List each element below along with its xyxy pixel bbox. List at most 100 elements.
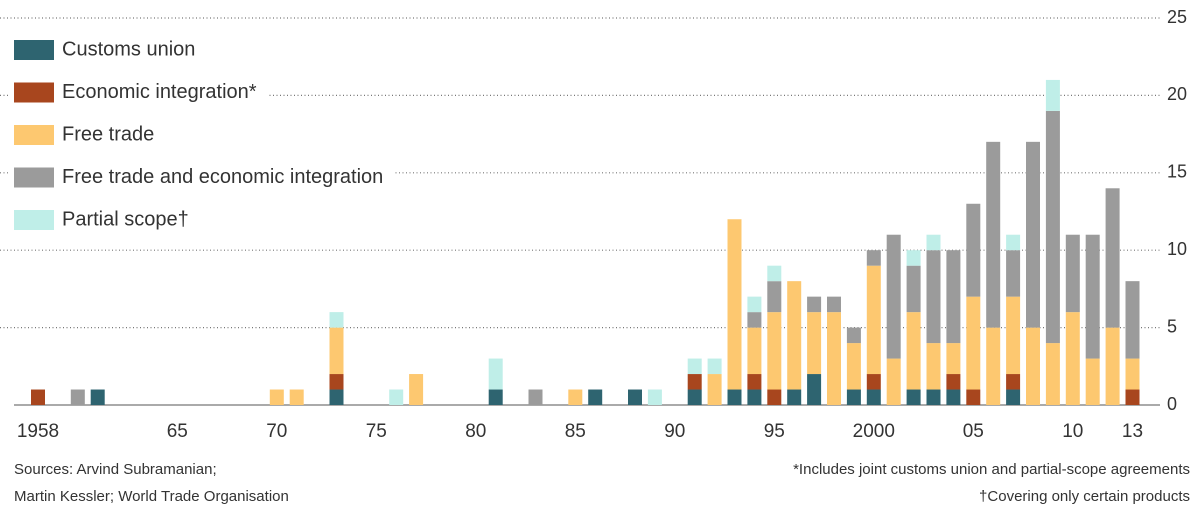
bar-segment — [866, 250, 881, 266]
bar-segment — [687, 374, 702, 390]
bar-segment — [31, 389, 45, 405]
bar-segment — [906, 265, 921, 313]
x-tick-label: 85 — [565, 421, 586, 442]
bar-segment — [827, 312, 841, 405]
bar-segment — [747, 312, 762, 328]
bar-segment — [906, 250, 921, 266]
bar-segment — [966, 389, 981, 405]
bar-segment — [1105, 188, 1120, 328]
bar-segment — [787, 389, 802, 405]
bar-segment — [866, 374, 881, 390]
legend-swatch — [14, 210, 54, 230]
bar-segment — [1085, 358, 1100, 405]
bar-segment — [926, 234, 941, 251]
legend-swatch — [14, 125, 54, 145]
bar-segment — [687, 358, 702, 375]
bar-segment — [767, 389, 782, 405]
bar-segment — [329, 389, 344, 405]
bar-segment — [946, 389, 961, 405]
bar-segment — [1045, 343, 1060, 405]
x-tick-label: 10 — [1062, 421, 1083, 442]
x-tick-label: 2000 — [853, 421, 895, 442]
bar-segment — [926, 389, 941, 405]
bar-segment — [1006, 250, 1021, 297]
bar-segment — [807, 312, 822, 375]
bar-segment — [1085, 234, 1100, 359]
bar-segment — [846, 327, 861, 344]
bar-segment — [846, 389, 861, 405]
x-tick-label: 05 — [963, 421, 984, 442]
legend-swatch — [14, 40, 54, 60]
bar-segment — [747, 296, 762, 313]
legend-swatch — [14, 82, 54, 103]
bar-segment — [1006, 389, 1021, 405]
bar-segment — [946, 374, 961, 390]
legend-label: Customs union — [62, 38, 195, 60]
bar-segment — [389, 389, 404, 405]
y-tick-label: 25 — [1167, 7, 1187, 27]
y-tick-label: 10 — [1167, 239, 1187, 259]
bar-segment — [986, 141, 1001, 328]
bar-segment — [488, 389, 503, 405]
bar-segment — [588, 389, 603, 405]
x-tick-label: 90 — [664, 421, 685, 442]
y-tick-label: 15 — [1167, 162, 1187, 182]
bar-segment — [946, 250, 961, 344]
bar-segment — [1125, 281, 1140, 359]
bar-segment — [628, 389, 642, 405]
bar-segment — [846, 343, 861, 390]
bar-segment — [409, 374, 424, 405]
bar-segment — [1125, 358, 1140, 390]
x-tick-label: 70 — [266, 421, 287, 442]
legend-label: Economic integration* — [62, 81, 257, 103]
bar-segment — [1006, 234, 1021, 251]
legend-background — [10, 161, 396, 194]
bar-segment — [966, 203, 981, 297]
bar-segment — [1006, 374, 1021, 390]
footnote: *Includes joint customs union and partia… — [793, 461, 1190, 478]
bar-segment — [727, 389, 742, 405]
bar-segment — [1006, 296, 1021, 375]
bar-segment — [528, 389, 543, 405]
bar-segment — [568, 389, 583, 405]
bar-segment — [1105, 327, 1120, 405]
bar-segment — [1065, 312, 1080, 405]
bar-segment — [289, 389, 304, 405]
x-tick-label: 65 — [167, 421, 188, 442]
bar-segment — [329, 312, 344, 328]
bar-segment — [866, 265, 881, 375]
bar-segment — [269, 389, 284, 405]
y-tick-label: 5 — [1167, 316, 1177, 336]
bar-segment — [966, 296, 981, 390]
x-tick-label: 1958 — [17, 421, 59, 442]
source-line: Martin Kessler; World Trade Organisation — [14, 488, 289, 505]
bar-segment — [747, 327, 762, 375]
bar-segment — [827, 296, 841, 313]
footnote: †Covering only certain products — [979, 488, 1190, 505]
legend-label: Free trade and economic integration — [62, 166, 383, 188]
bar-segment — [767, 265, 782, 282]
bar-segment — [707, 374, 722, 405]
bar-segment — [1125, 389, 1140, 405]
bar-segment — [946, 343, 961, 375]
bar-segment — [986, 327, 1001, 405]
bar-segment — [1026, 327, 1040, 405]
bar-segment — [886, 234, 901, 359]
bar-segment — [727, 219, 742, 390]
x-tick-label: 13 — [1122, 421, 1143, 442]
bar-segment — [329, 327, 344, 375]
bar-segment — [926, 343, 941, 390]
bar-segment — [807, 296, 822, 313]
bar-segment — [886, 358, 901, 405]
bar-segment — [1045, 110, 1060, 344]
x-tick-label: 80 — [465, 421, 486, 442]
bar-segment — [329, 374, 344, 390]
x-tick-label: 75 — [366, 421, 387, 442]
x-tick-label: 95 — [764, 421, 785, 442]
bar-segment — [787, 281, 802, 390]
bar-segment — [926, 250, 941, 344]
y-tick-label: 0 — [1167, 394, 1177, 414]
bar-segment — [1026, 141, 1040, 328]
bar-segment — [1065, 234, 1080, 313]
